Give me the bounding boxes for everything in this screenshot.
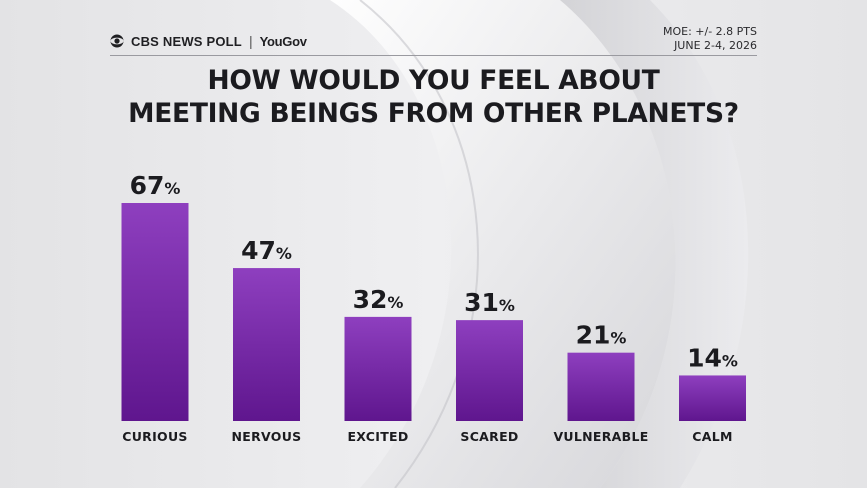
header-divider xyxy=(110,55,757,56)
category-label-vulnerable: VULNERABLE xyxy=(553,429,648,444)
bar-calm xyxy=(679,375,746,421)
poll-meta: MOE: +/- 2.8 PTS JUNE 2-4, 2026 xyxy=(663,25,757,53)
category-label-calm: CALM xyxy=(692,429,732,444)
bar-vulnerable xyxy=(567,352,635,421)
value-label-nervous: 47% xyxy=(241,236,292,265)
brand-separator: | xyxy=(248,33,253,49)
bar-scared xyxy=(456,320,523,421)
bar-curious xyxy=(121,203,189,421)
bar-excited xyxy=(344,316,412,421)
chart-title: HOW WOULD YOU FEEL ABOUT MEETING BEINGS … xyxy=(60,64,807,130)
cbs-eye-icon xyxy=(110,34,124,48)
header-brand: CBS NEWS POLL | YouGov xyxy=(110,33,307,49)
value-label-vulnerable: 21% xyxy=(576,321,627,350)
value-label-scared: 31% xyxy=(464,288,515,317)
category-label-curious: CURIOUS xyxy=(122,429,187,444)
bar-nervous xyxy=(233,268,300,421)
category-label-nervous: NERVOUS xyxy=(232,429,302,444)
brand-poll-label: CBS NEWS POLL xyxy=(131,33,242,49)
brand-yougov-label: YouGov xyxy=(259,33,307,49)
value-label-excited: 32% xyxy=(353,285,404,314)
chart-title-line2: MEETING BEINGS FROM OTHER PLANETS? xyxy=(128,98,739,129)
category-label-excited: EXCITED xyxy=(347,429,408,444)
value-label-curious: 67% xyxy=(130,171,181,200)
dates-label: JUNE 2-4, 2026 xyxy=(674,39,757,52)
chart-title-line1: HOW WOULD YOU FEEL ABOUT xyxy=(207,65,660,96)
value-label-calm: 14% xyxy=(687,343,738,372)
category-label-scared: SCARED xyxy=(460,429,518,444)
moe-label: MOE: +/- 2.8 PTS xyxy=(662,25,757,38)
